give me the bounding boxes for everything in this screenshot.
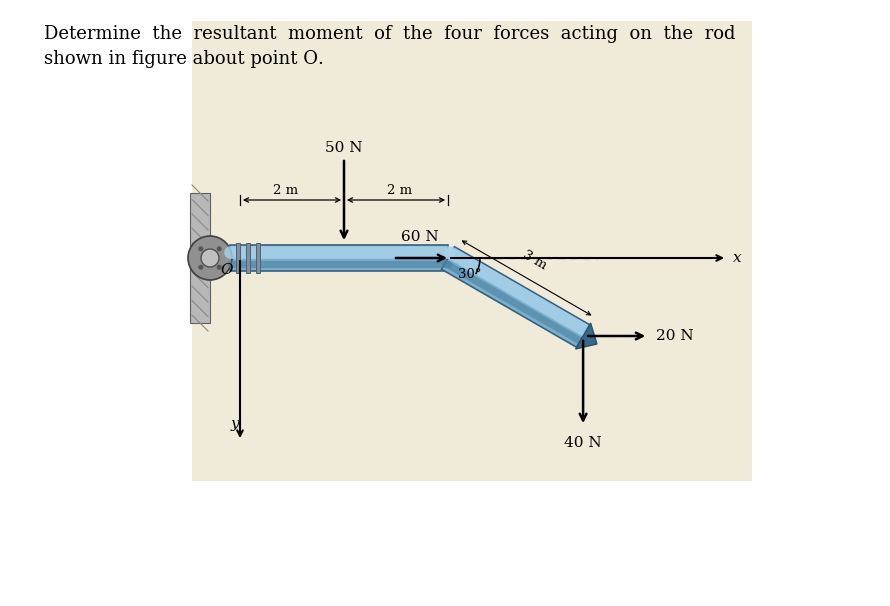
Circle shape <box>201 249 219 267</box>
Text: 50 N: 50 N <box>325 141 363 155</box>
Text: 2 m: 2 m <box>273 184 298 197</box>
Circle shape <box>198 246 203 251</box>
Bar <box>246 243 250 273</box>
Polygon shape <box>576 323 597 349</box>
Text: 2 m: 2 m <box>387 184 413 197</box>
Bar <box>190 193 210 323</box>
Text: 40 N: 40 N <box>564 436 602 450</box>
Text: 3 m: 3 m <box>521 248 549 272</box>
Circle shape <box>216 265 222 270</box>
Text: x: x <box>733 251 741 265</box>
Circle shape <box>198 265 203 270</box>
Circle shape <box>188 236 232 280</box>
Polygon shape <box>441 247 589 347</box>
Text: shown in figure about point Ο.: shown in figure about point Ο. <box>44 50 324 68</box>
Circle shape <box>216 246 222 251</box>
Text: O: O <box>220 263 232 277</box>
Bar <box>236 243 240 273</box>
Text: y: y <box>231 417 239 431</box>
Bar <box>192 21 752 481</box>
Text: Determine  the  resultant  moment  of  the  four  forces  acting  on  the  rod: Determine the resultant moment of the fo… <box>44 25 735 43</box>
Polygon shape <box>230 245 448 271</box>
Text: 60 N: 60 N <box>401 230 439 244</box>
Text: 30°: 30° <box>458 268 481 281</box>
Bar <box>256 243 260 273</box>
Text: 20 N: 20 N <box>656 329 693 343</box>
